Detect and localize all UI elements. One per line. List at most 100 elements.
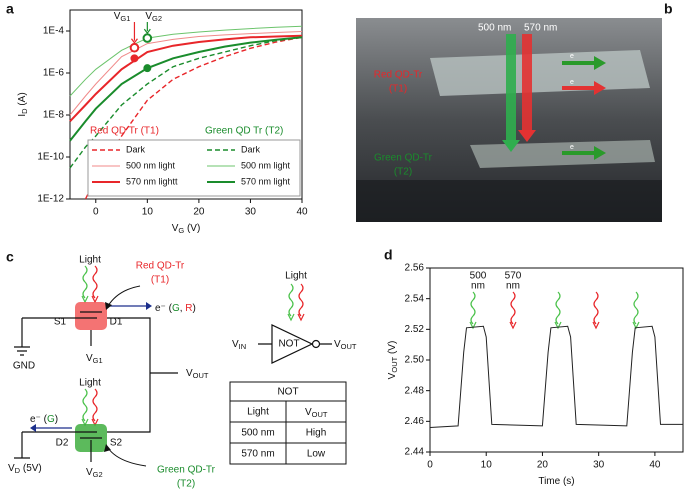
y-tick-label: 2.54	[405, 293, 425, 304]
annotation-part: V	[145, 11, 152, 22]
y-axis-label-part: I	[17, 114, 28, 117]
legend-box	[87, 139, 301, 197]
table-cell: High	[306, 428, 327, 439]
series-line	[69, 25, 303, 97]
text-part: e⁻ (	[30, 414, 48, 425]
panel-label: d	[384, 247, 393, 263]
legend-label: 570 nm light	[241, 176, 291, 186]
y-axis-label-part: V	[387, 372, 398, 379]
beam-label: 500 nm	[478, 23, 511, 34]
x-axis-label-part: (V)	[184, 223, 200, 234]
table-cell: Low	[307, 449, 326, 460]
legend-label: Dark	[241, 144, 261, 154]
electron-label: e	[570, 53, 574, 60]
table-cell: 500 nm	[241, 428, 274, 439]
text-part: (5V)	[20, 463, 42, 474]
series-line	[429, 325, 683, 428]
x-axis-label: Time (s)	[538, 476, 574, 487]
annotation-arrowhead	[143, 28, 151, 35]
text-part: G	[47, 414, 55, 425]
light-label: Light	[79, 255, 101, 266]
y-tick-label: 2.56	[405, 263, 425, 274]
x-tick-label: 30	[593, 460, 605, 471]
text-part: )	[55, 414, 58, 425]
panel-label: a	[6, 1, 14, 17]
y-axis-label: VOUT (V)	[387, 341, 399, 380]
text-part: V	[305, 407, 312, 418]
text-part: )	[193, 303, 196, 314]
circuit: Light e⁻ (G, R) Red QD-Tr (T1) S1 D1 VG1…	[8, 255, 216, 489]
output-label: VOUT	[334, 339, 357, 351]
legend-title: Green QD Tr (T2)	[205, 126, 283, 137]
device-label: Green QD-Tr	[374, 153, 433, 164]
output-label: VOUT	[186, 368, 209, 380]
y-axis-label: ID (A)	[17, 92, 29, 116]
terminal-label: D2	[56, 438, 69, 449]
series-line	[69, 34, 303, 122]
gate-label: VG1	[86, 353, 103, 365]
plot-frame	[429, 267, 684, 453]
not-gate: Light VIN NOT VOUT	[232, 271, 357, 364]
y-tick-label: 2.52	[405, 324, 425, 335]
x-axis-label-part: V	[172, 223, 179, 234]
x-axis-label-part: Time (s)	[538, 476, 574, 487]
annotation-part: V	[114, 11, 121, 22]
x-tick-label: 40	[649, 460, 661, 471]
text-part: ,	[180, 303, 186, 314]
y-tick-label: 1E-4	[43, 26, 65, 37]
device-label: (T1)	[151, 275, 169, 286]
device-label: Red QD-Tr	[136, 261, 185, 272]
truth-table: NOT Light VOUT 500 nm High 570 nm Low	[229, 381, 347, 465]
series-line	[69, 36, 303, 142]
input-label: VIN	[232, 339, 246, 351]
y-tick-label: 1E-8	[43, 110, 65, 121]
marker	[129, 42, 140, 53]
gate-label: VG2	[86, 467, 103, 479]
beam-label: 570 nm	[524, 23, 557, 34]
text-part: OUT	[193, 371, 209, 380]
annotation: VG2	[145, 11, 162, 23]
x-tick-label: 0	[427, 460, 433, 471]
x-tick-label: 40	[296, 207, 308, 218]
x-axis-label: VG (V)	[172, 223, 201, 235]
series-line	[69, 31, 303, 116]
annotation: 500	[470, 271, 487, 282]
x-tick-label: 10	[142, 207, 154, 218]
legend-label: 500 nm light	[241, 160, 291, 170]
electron-label: e	[570, 144, 574, 151]
annotation: nm	[506, 281, 520, 292]
y-tick-label: 2.46	[405, 416, 425, 427]
text-part: V	[334, 339, 341, 350]
x-tick-label: 0	[93, 207, 99, 218]
annotation: nm	[471, 281, 485, 292]
electron-label: e⁻ (G, R)	[155, 303, 196, 314]
terminal-label: S2	[110, 438, 123, 449]
table-title: NOT	[277, 387, 298, 398]
electron-label: e	[570, 79, 574, 86]
text-part: R	[185, 303, 192, 314]
text-part: V	[8, 463, 15, 474]
legend-title: Red QD Tr (T1)	[90, 126, 159, 137]
x-axis-label-part: G	[178, 226, 184, 235]
x-tick-label: 20	[193, 207, 205, 218]
ground-label: GND	[13, 361, 35, 372]
y-tick-label: 1E-10	[37, 152, 64, 163]
x-tick-label: 20	[537, 460, 549, 471]
text-part: OUT	[341, 342, 357, 351]
table-header: Light	[247, 407, 269, 418]
panel-label: b	[664, 1, 673, 17]
terminal-label: S1	[54, 317, 67, 328]
device-label: (T2)	[177, 479, 195, 489]
marker	[142, 33, 153, 43]
light-label: Light	[79, 378, 101, 389]
legend-label: 500 nm light	[126, 160, 176, 170]
legend-label: Dark	[126, 144, 146, 154]
text-part: IN	[239, 342, 247, 351]
light-pulses	[469, 291, 640, 329]
text-part: D	[15, 466, 21, 475]
terminal-label: D1	[110, 317, 123, 328]
y-tick-label: 1E-12	[37, 194, 64, 205]
supply-label: VD (5V)	[8, 463, 42, 475]
device-label: (T2)	[394, 167, 412, 178]
device-label: Green QD-Tr	[157, 465, 216, 476]
